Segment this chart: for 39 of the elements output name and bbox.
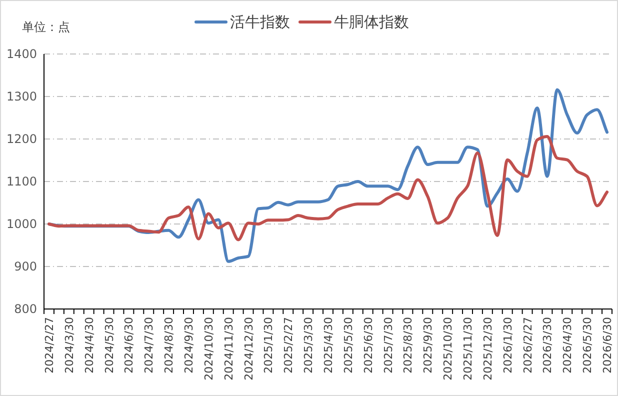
x-tick-label: 2025/9/30	[422, 317, 435, 374]
y-tick-label: 800	[14, 302, 37, 316]
x-tick-label: 2024/10/30	[202, 317, 216, 380]
x-tick-label: 2025/3/30	[302, 317, 316, 374]
y-tick-label: 1300	[6, 90, 37, 104]
x-tick-label: 2024/2/27	[42, 317, 56, 374]
x-tick-label: 2024/11/30	[222, 317, 236, 380]
x-tick-label: 2025/11/30	[462, 317, 475, 380]
legend-label: 牛胴体指数	[334, 13, 409, 31]
x-tick-label: 2026/6/30	[601, 317, 614, 374]
x-tick-label: 2025/2/27	[282, 317, 296, 374]
x-tick-label: 2024/8/30	[162, 317, 176, 374]
x-tick-label: 2025/10/30	[442, 317, 455, 380]
y-tick-label: 900	[14, 260, 37, 274]
x-tick-label: 2024/9/30	[182, 317, 196, 374]
y-tick-label: 1200	[6, 132, 37, 146]
x-tick-label: 2024/3/30	[62, 317, 76, 374]
x-tick-label: 2025/4/30	[322, 317, 335, 374]
x-tick-label: 2026/4/30	[561, 317, 574, 374]
x-tick-label: 2025/7/30	[382, 317, 395, 374]
y-tick-label: 1000	[6, 217, 37, 231]
x-tick-label: 2024/5/30	[102, 317, 116, 374]
x-tick-label: 2026/1/30	[501, 317, 514, 374]
y-tick-label: 1100	[6, 174, 37, 188]
legend-label: 活牛指数	[230, 13, 290, 31]
x-tick-label: 2025/1/30	[262, 317, 276, 374]
x-tick-label: 2024/7/30	[142, 317, 156, 374]
x-tick-label: 2026/3/30	[541, 317, 554, 374]
x-tick-label: 2025/8/30	[402, 317, 415, 374]
y-axis-title: 单位：点	[22, 20, 70, 34]
x-tick-label: 2025/6/30	[362, 317, 375, 374]
y-tick-label: 1400	[6, 47, 37, 61]
x-tick-label: 2026/2/27	[521, 317, 534, 374]
x-tick-label: 2024/12/30	[242, 317, 256, 380]
x-tick-label: 2025/12/30	[481, 317, 494, 380]
x-tick-label: 2024/4/30	[82, 317, 96, 374]
x-tick-label: 2024/6/30	[122, 317, 136, 374]
x-tick-label: 2025/5/30	[342, 317, 355, 374]
x-tick-label: 2026/5/30	[581, 317, 594, 374]
